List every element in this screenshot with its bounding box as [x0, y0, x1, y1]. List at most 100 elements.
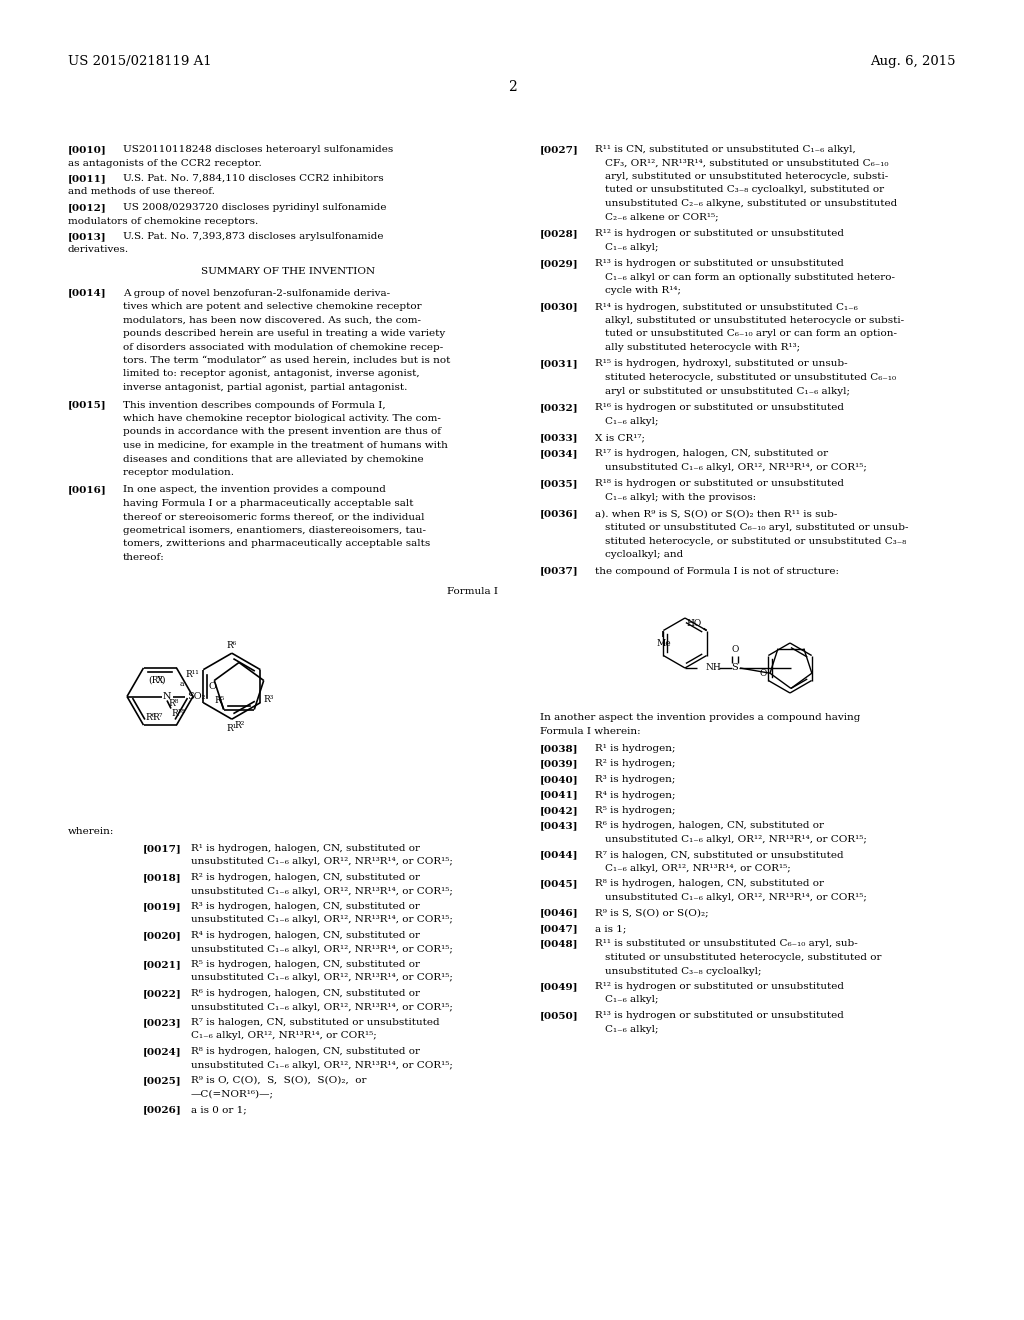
- Text: US20110118248 discloses heteroaryl sulfonamides: US20110118248 discloses heteroaryl sulfo…: [123, 145, 393, 154]
- Text: which have chemokine receptor biological activity. The com-: which have chemokine receptor biological…: [123, 414, 441, 422]
- Text: [0024]: [0024]: [143, 1047, 181, 1056]
- Text: limited to: receptor agonist, antagonist, inverse agonist,: limited to: receptor agonist, antagonist…: [123, 370, 420, 379]
- Text: [0033]: [0033]: [540, 433, 579, 442]
- Text: [0035]: [0035]: [540, 479, 579, 488]
- Text: cycloalkyl; and: cycloalkyl; and: [605, 550, 683, 558]
- Text: [0010]: [0010]: [68, 145, 106, 154]
- Text: cycle with R¹⁴;: cycle with R¹⁴;: [605, 286, 681, 294]
- Text: [0040]: [0040]: [540, 775, 579, 784]
- Text: R¹⁵ is hydrogen, hydroxyl, substituted or unsub-: R¹⁵ is hydrogen, hydroxyl, substituted o…: [595, 359, 848, 368]
- Text: Me: Me: [656, 639, 671, 648]
- Text: aryl or substituted or unsubstituted C₁₋₆ alkyl;: aryl or substituted or unsubstituted C₁₋…: [605, 387, 850, 396]
- Text: R⁶: R⁶: [145, 713, 156, 722]
- Text: unsubstituted C₁₋₆ alkyl, OR¹², NR¹³R¹⁴, or COR¹⁵;: unsubstituted C₁₋₆ alkyl, OR¹², NR¹³R¹⁴,…: [191, 945, 453, 953]
- Text: US 2008/0293720 discloses pyridinyl sulfonamide: US 2008/0293720 discloses pyridinyl sulf…: [123, 203, 386, 213]
- Text: derivatives.: derivatives.: [68, 246, 129, 255]
- Text: X: X: [157, 676, 163, 685]
- Text: modulators of chemokine receptors.: modulators of chemokine receptors.: [68, 216, 258, 226]
- Text: R⁸ is hydrogen, halogen, CN, substituted or: R⁸ is hydrogen, halogen, CN, substituted…: [191, 1047, 420, 1056]
- Text: US 2015/0218119 A1: US 2015/0218119 A1: [68, 55, 212, 69]
- Text: stituted or unsubstituted C₆₋₁₀ aryl, substituted or unsub-: stituted or unsubstituted C₆₋₁₀ aryl, su…: [605, 523, 908, 532]
- Text: X is CR¹⁷;: X is CR¹⁷;: [595, 433, 645, 442]
- Text: unsubstituted C₃₋₈ cycloalkyl;: unsubstituted C₃₋₈ cycloalkyl;: [605, 966, 762, 975]
- Text: C₁₋₆ alkyl;: C₁₋₆ alkyl;: [605, 243, 658, 252]
- Text: [0014]: [0014]: [68, 289, 106, 297]
- Text: [0038]: [0038]: [540, 744, 579, 752]
- Text: S: S: [731, 664, 738, 672]
- Text: [0018]: [0018]: [143, 873, 181, 882]
- Text: R¹³ is hydrogen or substituted or unsubstituted: R¹³ is hydrogen or substituted or unsubs…: [595, 1011, 844, 1020]
- Text: [0015]: [0015]: [68, 400, 106, 409]
- Text: a is 0 or 1;: a is 0 or 1;: [191, 1105, 247, 1114]
- Text: [0034]: [0034]: [540, 450, 579, 458]
- Text: R¹¹ is CN, substituted or unsubstituted C₁₋₆ alkyl,: R¹¹ is CN, substituted or unsubstituted …: [595, 145, 856, 154]
- Text: R¹⁴ is hydrogen, substituted or unsubstituted C₁₋₆: R¹⁴ is hydrogen, substituted or unsubsti…: [595, 302, 858, 312]
- Text: [0031]: [0031]: [540, 359, 579, 368]
- Text: R⁴ is hydrogen, halogen, CN, substituted or: R⁴ is hydrogen, halogen, CN, substituted…: [191, 931, 420, 940]
- Text: unsubstituted C₁₋₆ alkyl, OR¹², NR¹³R¹⁴, or COR¹⁵;: unsubstituted C₁₋₆ alkyl, OR¹², NR¹³R¹⁴,…: [605, 894, 867, 902]
- Text: [0019]: [0019]: [143, 902, 181, 911]
- Text: R⁸: R⁸: [169, 698, 179, 708]
- Text: R³: R³: [263, 694, 273, 704]
- Text: R¹² is hydrogen or substituted or unsubstituted: R¹² is hydrogen or substituted or unsubs…: [595, 982, 844, 991]
- Text: 2: 2: [508, 81, 516, 94]
- Text: R³ is hydrogen, halogen, CN, substituted or: R³ is hydrogen, halogen, CN, substituted…: [191, 902, 420, 911]
- Text: pounds described herein are useful in treating a wide variety: pounds described herein are useful in tr…: [123, 329, 445, 338]
- Text: thereof or stereoisomeric forms thereof, or the individual: thereof or stereoisomeric forms thereof,…: [123, 512, 425, 521]
- Text: R⁶ is hydrogen, halogen, CN, substituted or: R⁶ is hydrogen, halogen, CN, substituted…: [595, 821, 824, 830]
- Text: ally substituted heterocycle with R¹³;: ally substituted heterocycle with R¹³;: [605, 343, 800, 352]
- Text: tives which are potent and selective chemokine receptor: tives which are potent and selective che…: [123, 302, 422, 312]
- Text: C₁₋₆ alkyl, OR¹², NR¹³R¹⁴, or COR¹⁵;: C₁₋₆ alkyl, OR¹², NR¹³R¹⁴, or COR¹⁵;: [605, 865, 791, 873]
- Text: C₁₋₆ alkyl; with the provisos:: C₁₋₆ alkyl; with the provisos:: [605, 492, 756, 502]
- Text: [0044]: [0044]: [540, 850, 579, 859]
- Text: tomers, zwitterions and pharmaceutically acceptable salts: tomers, zwitterions and pharmaceutically…: [123, 540, 430, 549]
- Text: Formula I: Formula I: [447, 586, 498, 595]
- Text: C₁₋₆ alkyl;: C₁₋₆ alkyl;: [605, 417, 658, 425]
- Text: R⁹ is O, C(O),  S,  S(O),  S(O)₂,  or: R⁹ is O, C(O), S, S(O), S(O)₂, or: [191, 1076, 367, 1085]
- Text: unsubstituted C₁₋₆ alkyl, OR¹², NR¹³R¹⁴, or COR¹⁵;: unsubstituted C₁₋₆ alkyl, OR¹², NR¹³R¹⁴,…: [605, 836, 867, 843]
- Text: Formula I wherein:: Formula I wherein:: [540, 726, 641, 735]
- Text: unsubstituted C₁₋₆ alkyl, OR¹², NR¹³R¹⁴, or COR¹⁵;: unsubstituted C₁₋₆ alkyl, OR¹², NR¹³R¹⁴,…: [191, 887, 453, 895]
- Text: U.S. Pat. No. 7,884,110 discloses CCR2 inhibitors: U.S. Pat. No. 7,884,110 discloses CCR2 i…: [123, 174, 384, 183]
- Text: R⁹ is S, S(O) or S(O)₂;: R⁹ is S, S(O) or S(O)₂;: [595, 908, 709, 917]
- Text: [0049]: [0049]: [540, 982, 579, 991]
- Text: R⁷ is halogen, CN, substituted or unsubstituted: R⁷ is halogen, CN, substituted or unsubs…: [595, 850, 844, 859]
- Text: [0020]: [0020]: [143, 931, 181, 940]
- Text: stituted heterocycle, substituted or unsubstituted C₆₋₁₀: stituted heterocycle, substituted or uns…: [605, 374, 896, 381]
- Text: Aug. 6, 2015: Aug. 6, 2015: [870, 55, 956, 69]
- Text: R⁶: R⁶: [226, 642, 237, 651]
- Text: use in medicine, for example in the treatment of humans with: use in medicine, for example in the trea…: [123, 441, 447, 450]
- Text: R¹ is hydrogen;: R¹ is hydrogen;: [595, 744, 676, 752]
- Text: [0026]: [0026]: [143, 1105, 181, 1114]
- Text: [0048]: [0048]: [540, 940, 579, 949]
- Text: R² is hydrogen, halogen, CN, substituted or: R² is hydrogen, halogen, CN, substituted…: [191, 873, 420, 882]
- Text: [0041]: [0041]: [540, 791, 579, 800]
- Text: C₁₋₆ alkyl, OR¹², NR¹³R¹⁴, or COR¹⁵;: C₁₋₆ alkyl, OR¹², NR¹³R¹⁴, or COR¹⁵;: [191, 1031, 377, 1040]
- Text: [0037]: [0037]: [540, 566, 579, 576]
- Text: U.S. Pat. No. 7,393,873 discloses arylsulfonamide: U.S. Pat. No. 7,393,873 discloses arylsu…: [123, 232, 384, 242]
- Text: O: O: [208, 682, 216, 692]
- Text: wherein:: wherein:: [68, 826, 115, 836]
- Text: R¹: R¹: [226, 725, 237, 733]
- Text: [0042]: [0042]: [540, 807, 579, 814]
- Text: [0036]: [0036]: [540, 510, 579, 519]
- Text: R³ is hydrogen;: R³ is hydrogen;: [595, 775, 676, 784]
- Text: R¹⁶ is hydrogen or substituted or unsubstituted: R¹⁶ is hydrogen or substituted or unsubs…: [595, 403, 844, 412]
- Text: [0023]: [0023]: [143, 1018, 181, 1027]
- Text: unsubstituted C₁₋₆ alkyl, OR¹², NR¹³R¹⁴, or COR¹⁵;: unsubstituted C₁₋₆ alkyl, OR¹², NR¹³R¹⁴,…: [191, 916, 453, 924]
- Text: stituted heterocycle, or substituted or unsubstituted C₃₋₈: stituted heterocycle, or substituted or …: [605, 536, 906, 545]
- Text: [0029]: [0029]: [540, 259, 579, 268]
- Text: [0046]: [0046]: [540, 908, 579, 917]
- Text: the compound of Formula I is not of structure:: the compound of Formula I is not of stru…: [595, 566, 839, 576]
- Text: and methods of use thereof.: and methods of use thereof.: [68, 187, 215, 197]
- Text: —C(=NOR¹⁶)—;: —C(=NOR¹⁶)—;: [191, 1089, 274, 1098]
- Text: HO: HO: [686, 619, 701, 627]
- Text: O: O: [731, 645, 738, 653]
- Text: [0011]: [0011]: [68, 174, 106, 183]
- Text: R¹² is hydrogen or substituted or unsubstituted: R¹² is hydrogen or substituted or unsubs…: [595, 228, 844, 238]
- Text: NH: NH: [705, 664, 721, 672]
- Text: [0016]: [0016]: [68, 486, 106, 495]
- Text: thereof:: thereof:: [123, 553, 165, 562]
- Text: R¹⁸: R¹⁸: [171, 709, 185, 718]
- Text: tors. The term “modulator” as used herein, includes but is not: tors. The term “modulator” as used herei…: [123, 356, 451, 366]
